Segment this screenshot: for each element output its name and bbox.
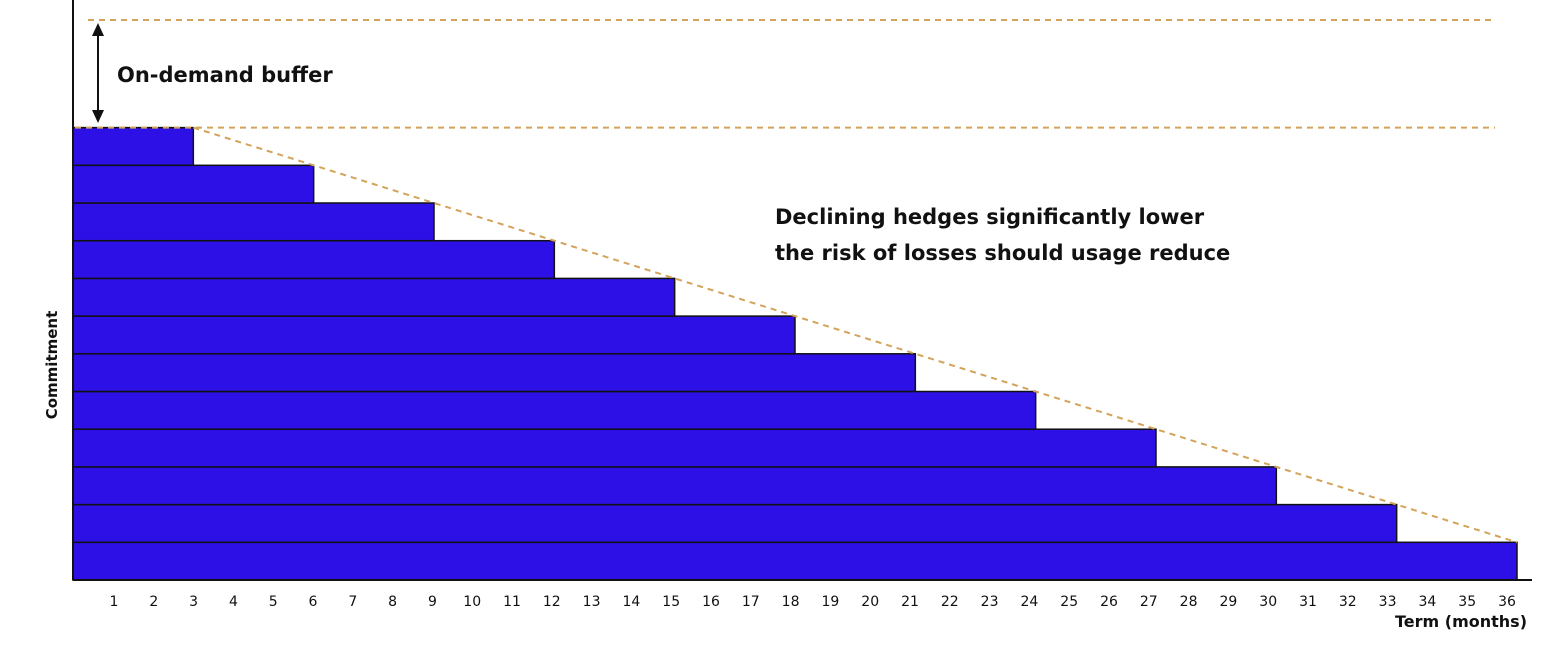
- x-tick-label: 7: [348, 594, 357, 610]
- x-tick-label: 30: [1259, 594, 1277, 610]
- x-tick-label: 5: [269, 594, 278, 610]
- x-tick-label: 19: [821, 594, 839, 610]
- x-tick-label: 3: [189, 594, 198, 610]
- bar-layer-2: [72, 503, 1398, 544]
- decline-annotation-line2: the risk of losses should usage reduce: [775, 241, 1230, 265]
- x-tick-label: 34: [1418, 594, 1436, 610]
- x-tick-label: 23: [981, 594, 999, 610]
- decline-trend-line: [193, 126, 1518, 544]
- x-tick-label: 22: [941, 594, 959, 610]
- x-tick-label: 16: [702, 594, 720, 610]
- x-tick-label: 12: [543, 594, 561, 610]
- bar-layer-3: [72, 466, 1278, 506]
- x-tick-label: 21: [901, 594, 919, 610]
- bar-layer-12: [72, 126, 195, 167]
- bar-layer-10: [72, 202, 435, 242]
- x-tick-label: 25: [1060, 594, 1078, 610]
- x-tick-label: 13: [583, 594, 601, 610]
- bar-layer-1: [72, 541, 1518, 581]
- x-tick-label: 28: [1180, 594, 1198, 610]
- bars-group: [72, 126, 1518, 581]
- bar-layer-6: [72, 353, 917, 393]
- x-tick-label: 32: [1339, 594, 1357, 610]
- x-tick-label: 11: [503, 594, 521, 610]
- x-tick-labels: 1 2 3 4 5 6 7 8 9 10 11 12 13 14 15 16 17 18 19 20 21 22 23 24 2…: [110, 594, 1516, 610]
- x-tick-label: 33: [1379, 594, 1397, 610]
- x-tick-label: 29: [1219, 594, 1237, 610]
- bar-layer-4: [72, 428, 1157, 468]
- x-tick-label: 2: [149, 594, 158, 610]
- x-tick-label: 10: [463, 594, 481, 610]
- bar-layer-7: [72, 315, 796, 355]
- bar-layer-9: [72, 239, 556, 280]
- x-axis-title: Term (months): [1395, 612, 1527, 631]
- guide-lines: [75, 19, 1518, 544]
- bar-layer-11: [72, 164, 315, 204]
- x-tick-label: 31: [1299, 594, 1317, 610]
- buffer-label: On-demand buffer: [117, 63, 333, 87]
- x-tick-label: 9: [428, 594, 437, 610]
- x-tick-label: 24: [1020, 594, 1038, 610]
- decline-annotation-line1: Declining hedges significantly lower: [775, 205, 1205, 229]
- x-tick-label: 15: [662, 594, 680, 610]
- x-tick-label: 14: [622, 594, 640, 610]
- buffer-arrow-icon: [92, 23, 104, 123]
- x-tick-label: 18: [782, 594, 800, 610]
- bar-layer-5: [72, 390, 1037, 430]
- x-tick-label: 27: [1140, 594, 1158, 610]
- x-tick-label: 8: [388, 594, 397, 610]
- x-tick-label: 35: [1458, 594, 1476, 610]
- y-axis-title: Commitment: [43, 311, 61, 420]
- x-tick-label: 4: [229, 594, 238, 610]
- x-tick-label: 1: [110, 594, 119, 610]
- x-tick-label: 17: [742, 594, 760, 610]
- x-tick-label: 20: [861, 594, 879, 610]
- x-tick-label: 26: [1100, 594, 1118, 610]
- x-tick-label: 36: [1498, 594, 1516, 610]
- x-tick-label: 6: [309, 594, 318, 610]
- bar-layer-8: [72, 277, 676, 317]
